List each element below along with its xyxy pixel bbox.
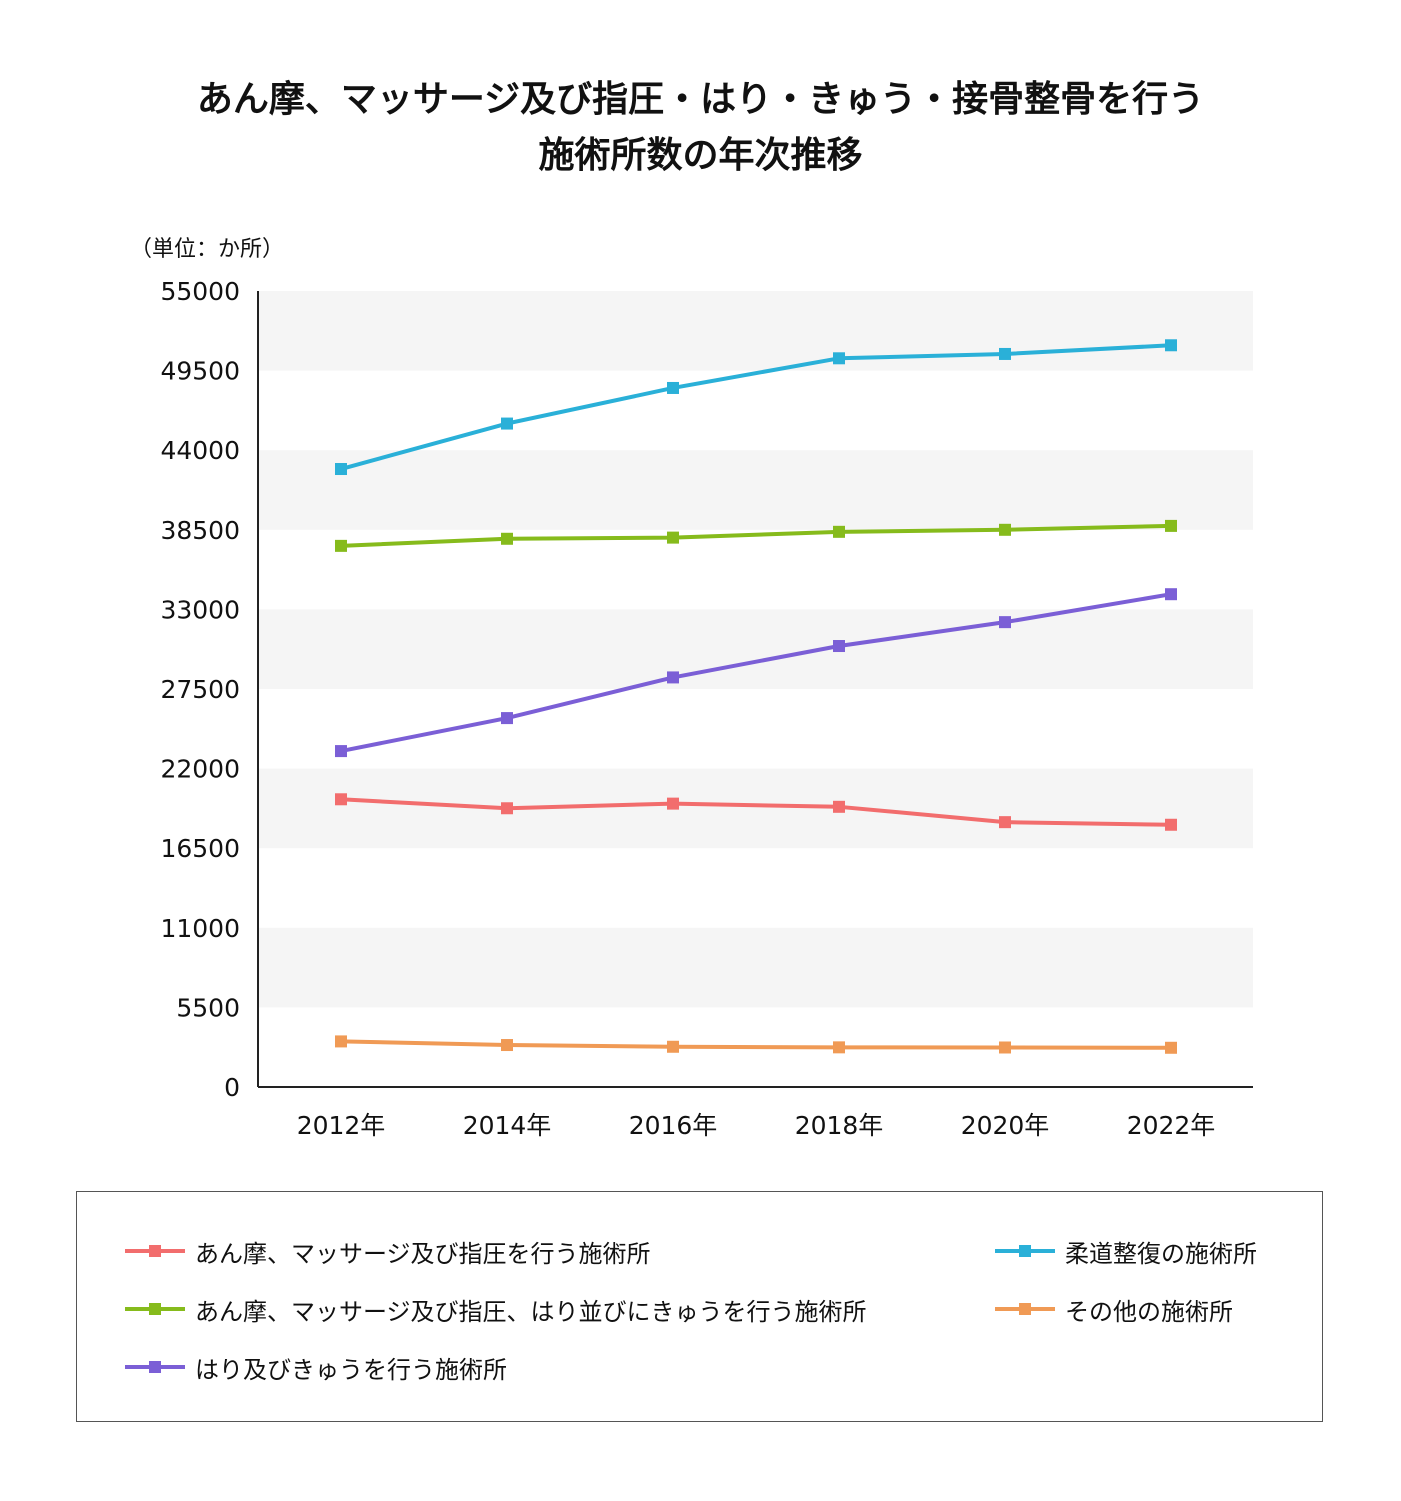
- y-tick-label: 0: [224, 1073, 240, 1102]
- grid-band: [258, 609, 1253, 689]
- x-tick-label: 2020年: [961, 1111, 1050, 1140]
- data-point: [667, 1040, 679, 1053]
- grid-band: [258, 927, 1253, 1008]
- data-point: [999, 1041, 1011, 1054]
- data-point: [1165, 588, 1177, 601]
- plot-background-bands: [258, 291, 1253, 1008]
- y-tick-label: 44000: [160, 436, 240, 465]
- legend-marker: [1019, 1245, 1031, 1257]
- y-tick-label: 55000: [160, 277, 240, 306]
- data-point: [667, 381, 679, 394]
- data-point: [999, 616, 1011, 629]
- data-point: [667, 797, 679, 810]
- x-axis-ticks: 2012年 2014年 2016年 2018年 2020年 2022年: [297, 1111, 1216, 1140]
- line-chart: （単位：か所） 0 5500 11000 16500 22000 27500 33000 38…: [130, 237, 1253, 1140]
- legend-item-anma: あん摩、マッサージ及び指圧を行う施術所: [123, 1231, 651, 1271]
- data-point: [833, 640, 845, 653]
- y-tick-label: 11000: [160, 914, 240, 943]
- series-0: [335, 793, 1177, 831]
- legend-swatch-judo-seifuku: [995, 1245, 1055, 1257]
- chart-title-line-2: 施術所数の年次推移: [538, 135, 863, 176]
- legend-item-anma-hari-kyu: あん摩、マッサージ及び指圧、はり並びにきゅうを行う施術所: [123, 1289, 867, 1329]
- legend-swatch-anma-hari-kyu: [125, 1303, 185, 1315]
- series-3: [335, 339, 1177, 476]
- grid-band: [258, 450, 1253, 530]
- y-tick-label: 16500: [160, 834, 240, 863]
- y-tick-label: 38500: [160, 516, 240, 545]
- y-tick-label: 49500: [160, 357, 240, 386]
- data-point: [667, 671, 679, 684]
- legend-item-other: その他の施術所: [993, 1289, 1233, 1329]
- y-tick-label: 33000: [160, 595, 240, 624]
- data-point: [1165, 339, 1177, 352]
- data-point: [501, 1039, 513, 1052]
- series-4: [335, 1035, 1177, 1054]
- legend-label-anma-hari-kyu: あん摩、マッサージ及び指圧、はり並びにきゅうを行う施術所: [195, 1297, 867, 1326]
- legend-marker: [1019, 1303, 1031, 1315]
- series-2: [335, 588, 1177, 758]
- data-point: [667, 531, 679, 544]
- data-point: [999, 523, 1011, 536]
- chart-title: あん摩、マッサージ及び指圧・はり・きゅう・接骨整骨を行う 施術所数の年次推移: [0, 72, 1401, 184]
- y-tick-label: 5500: [176, 993, 240, 1022]
- legend-item-hari-kyu: はり及びきゅうを行う施術所: [123, 1347, 507, 1387]
- x-tick-label: 2018年: [795, 1111, 884, 1140]
- data-point: [501, 712, 513, 725]
- legend-item-judo-seifuku: 柔道整復の施術所: [993, 1231, 1257, 1271]
- x-tick-label: 2012年: [297, 1111, 386, 1140]
- x-tick-label: 2022年: [1127, 1111, 1216, 1140]
- data-point: [833, 525, 845, 538]
- chart-title-line-1: あん摩、マッサージ及び指圧・はり・きゅう・接骨整骨を行う: [196, 79, 1205, 120]
- grid-band: [258, 291, 1253, 371]
- data-point: [833, 352, 845, 365]
- legend-marker: [149, 1303, 161, 1315]
- data-point: [999, 347, 1011, 360]
- data-point: [501, 802, 513, 815]
- series-line: [340, 592, 1172, 754]
- legend-swatch-hari-kyu: [125, 1361, 185, 1373]
- legend-label-judo-seifuku: 柔道整復の施術所: [1065, 1239, 1257, 1268]
- legend-swatch-other: [995, 1303, 1055, 1315]
- data-point: [335, 463, 347, 476]
- unit-label: （単位：か所）: [130, 237, 284, 262]
- data-point: [501, 532, 513, 545]
- data-point: [999, 816, 1011, 829]
- legend-label-anma: あん摩、マッサージ及び指圧を行う施術所: [195, 1239, 651, 1268]
- grid-band: [258, 768, 1253, 849]
- series-line: [340, 1039, 1172, 1050]
- data-point: [335, 1035, 347, 1048]
- data-point: [833, 1041, 845, 1054]
- data-point: [1165, 519, 1177, 532]
- y-tick-label: 22000: [160, 755, 240, 784]
- legend-marker: [149, 1245, 161, 1257]
- data-point: [1165, 818, 1177, 831]
- x-tick-label: 2014年: [463, 1111, 552, 1140]
- data-point: [1165, 1041, 1177, 1054]
- legend-swatch-anma: [125, 1245, 185, 1257]
- series-group: [335, 339, 1177, 1054]
- legend-marker: [149, 1361, 161, 1373]
- series-line: [340, 343, 1172, 471]
- legend: あん摩、マッサージ及び指圧を行う施術所 あん摩、マッサージ及び指圧、はり並びにき…: [76, 1191, 1323, 1422]
- series-line: [340, 523, 1172, 548]
- legend-label-other: その他の施術所: [1065, 1297, 1233, 1326]
- y-tick-label: 27500: [160, 675, 240, 704]
- data-point: [335, 745, 347, 758]
- x-tick-label: 2016年: [629, 1111, 718, 1140]
- data-point: [833, 800, 845, 813]
- series-line: [340, 797, 1172, 827]
- data-point: [335, 539, 347, 552]
- y-axis-ticks: 0 5500 11000 16500 22000 27500 33000 38500 44000…: [160, 277, 240, 1102]
- series-1: [335, 519, 1177, 552]
- legend-label-hari-kyu: はり及びきゅうを行う施術所: [195, 1355, 507, 1384]
- data-point: [335, 793, 347, 806]
- data-point: [501, 417, 513, 430]
